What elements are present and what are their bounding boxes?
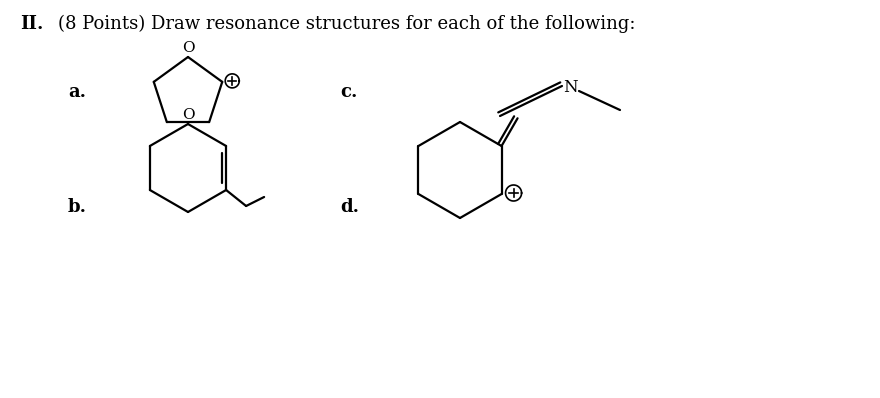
Text: (8 Points) Draw resonance structures for each of the following:: (8 Points) Draw resonance structures for… [58, 15, 635, 33]
Text: c.: c. [340, 83, 357, 101]
Text: II.: II. [20, 15, 43, 33]
Text: a.: a. [68, 83, 86, 101]
Text: b.: b. [68, 198, 87, 216]
Text: N: N [562, 80, 577, 96]
Text: d.: d. [340, 198, 359, 216]
Text: O: O [181, 108, 194, 122]
Text: O: O [181, 41, 194, 55]
